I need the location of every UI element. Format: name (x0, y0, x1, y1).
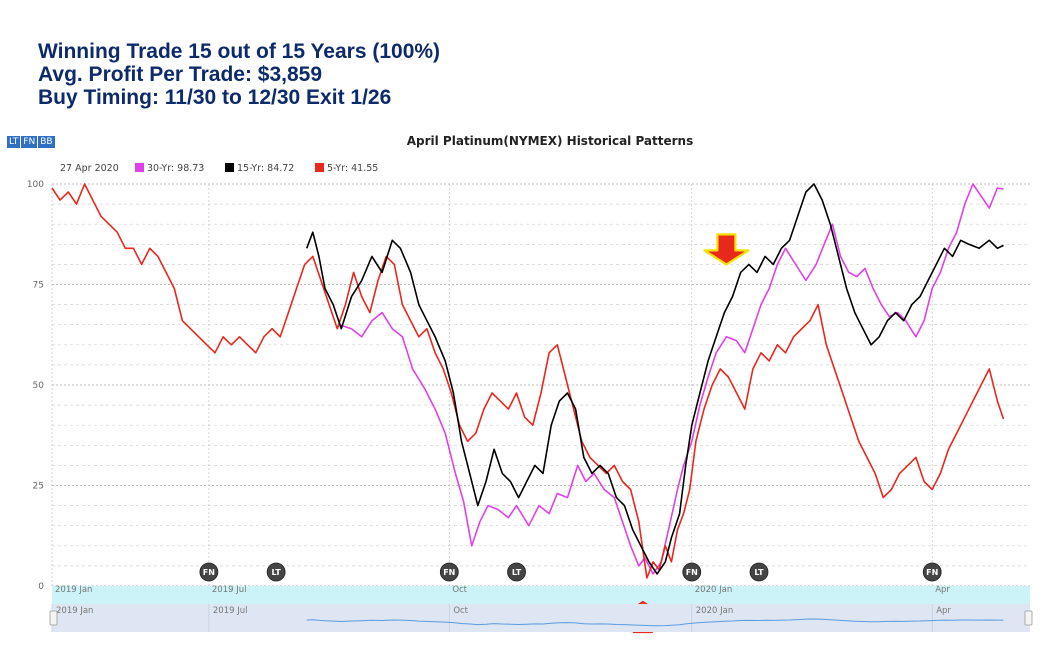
headline-buy-timing: Buy Timing: 11/30 to 12/30 Exit 1/26 (38, 86, 392, 109)
y-tick-label: 0 (38, 582, 44, 592)
chart-title: April Platinum(NYMEX) Historical Pattern… (406, 134, 694, 148)
x-tick-label: 2020 Jan (695, 585, 732, 595)
series-line-30-yr (339, 183, 1004, 575)
toggle-fn-button[interactable]: FN (21, 136, 38, 148)
headline-win-rate: Winning Trade 15 out of 15 Years (100%) (38, 40, 441, 63)
y-tick-label: 75 (33, 281, 44, 291)
marker-circle (439, 562, 459, 582)
chart-series (51, 183, 1005, 579)
sell-arrow-down (703, 233, 750, 266)
x-tick-label: Apr (935, 585, 950, 595)
navigator-tick-label: 2019 Jan (56, 606, 93, 616)
legend-label: 15-Yr: 84.72 (237, 163, 294, 174)
marker-lt: LT (507, 562, 526, 582)
marker-lt: LT (749, 562, 769, 582)
marker-circle (199, 562, 219, 582)
navigator-background (52, 604, 1030, 632)
marker-circle (749, 562, 769, 582)
marker-fn: FN (682, 562, 702, 582)
y-tick-label: 50 (33, 381, 45, 391)
toggle-bb-button[interactable]: BB (38, 136, 55, 148)
legend-swatch (135, 163, 144, 172)
headline-avg-profit: Avg. Profit Per Trade: $3,859 (38, 63, 323, 86)
navigator-tick-label: 2019 Jul (213, 606, 248, 616)
x-axis: 2019 Jan 2019 Jul Oct 2020 Jan Apr (52, 585, 1030, 604)
x-tick-label: 2019 Jul (212, 585, 247, 595)
x-tick-label: 2019 Jan (55, 585, 92, 595)
y-tick-label: 100 (27, 180, 44, 190)
y-tick-label: 25 (33, 482, 44, 492)
marker-label: LT (272, 568, 282, 577)
chart-legend: 27 Apr 2020 30-Yr: 98.73 15-Yr: 84.72 5-Yr:… (60, 163, 378, 174)
navigator-tick-label: Oct (453, 606, 468, 616)
marker-fn: FN (439, 562, 459, 582)
marker-circle (266, 562, 286, 582)
series-line-5-yr (51, 183, 1005, 579)
legend-label: 5-Yr: 41.55 (327, 163, 378, 174)
marker-fn: FN (199, 562, 219, 582)
marker-circle (922, 562, 942, 582)
marker-label: LT (512, 568, 522, 577)
navigator-tick-label: 2020 Jan (696, 606, 733, 616)
marker-circle (507, 562, 526, 582)
chart-markers: FN LT FN LT FN LT FN (199, 562, 942, 582)
range-band (52, 586, 1030, 604)
legend-swatch (225, 163, 234, 172)
navigator-tick-label: Apr (936, 606, 951, 616)
navigator-handle-left[interactable] (49, 610, 58, 626)
toggle-lt-button[interactable]: LT (7, 136, 21, 148)
legend-label: 30-Yr: 98.73 (147, 163, 204, 174)
legend-date: 27 Apr 2020 (60, 163, 119, 174)
marker-label: LT (754, 568, 764, 577)
navigator-series-line (306, 618, 1004, 627)
marker-label: FN (203, 568, 215, 577)
marker-circle (682, 562, 702, 582)
legend-swatch (315, 163, 324, 172)
navigator-handle-right[interactable] (1024, 610, 1033, 626)
x-tick-label: Oct (452, 585, 467, 595)
range-navigator[interactable]: 2019 Jan 2019 Jul Oct 2020 Jan Apr (49, 604, 1033, 632)
chart-grid: 0 25 50 75 100 (27, 180, 1030, 592)
marker-label: FN (443, 568, 455, 577)
marker-lt: LT (266, 562, 286, 582)
series-line-15-yr (305, 183, 1004, 575)
chart-toolbar: LT FN BB (7, 136, 55, 148)
marker-label: FN (926, 568, 938, 577)
marker-fn: FN (922, 562, 942, 582)
marker-label: FN (686, 568, 698, 577)
